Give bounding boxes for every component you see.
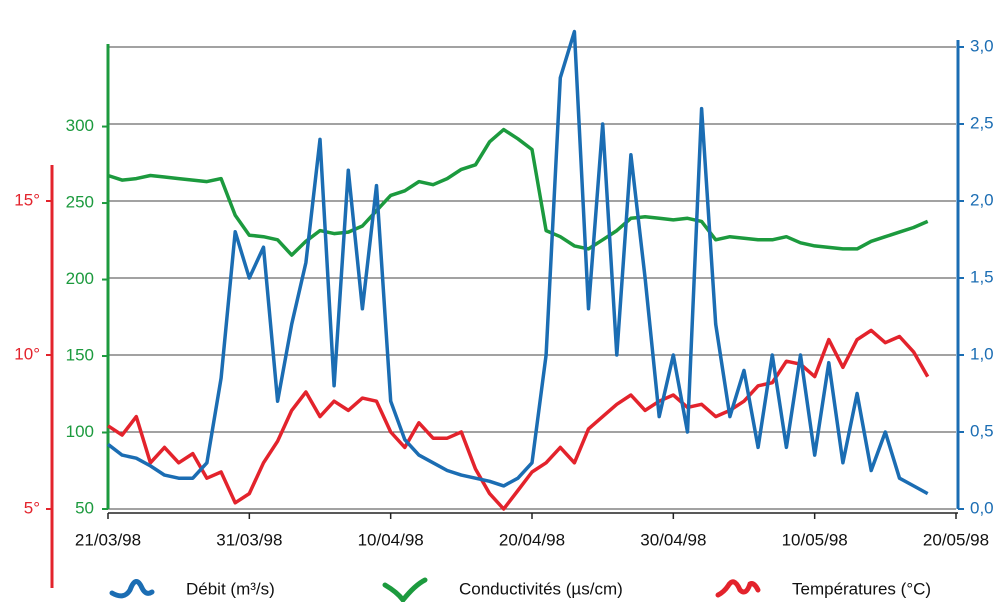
y2-tick-label: 2,5 — [970, 113, 994, 132]
y3-tick-label: 5° — [24, 498, 40, 517]
y3-tick-label: 10° — [14, 344, 40, 363]
y2-tick-label: 2,0 — [970, 190, 994, 209]
x-tick-label: 10/04/98 — [358, 530, 424, 549]
y-tick-label: 100 — [66, 422, 94, 441]
series-line — [107, 328, 930, 511]
y2-tick-label: 1,0 — [970, 344, 994, 363]
x-tick-label: 10/05/98 — [782, 530, 848, 549]
y-tick-label: 50 — [75, 498, 94, 517]
legend-label: Débit (m³/s) — [186, 579, 275, 598]
x-tick-label: 31/03/98 — [216, 530, 282, 549]
legend-label: Températures (°C) — [792, 579, 931, 598]
y2-tick-label: 0,5 — [970, 421, 994, 440]
series-line — [106, 29, 929, 496]
y3-tick-label: 15° — [14, 190, 40, 209]
y-tick-label: 150 — [66, 346, 94, 365]
legend-icon — [715, 579, 761, 598]
y-tick-label: 300 — [66, 116, 94, 135]
x-tick-label: 20/05/98 — [923, 530, 989, 549]
x-tick-label: 20/04/98 — [499, 530, 565, 549]
y2-tick-label: 1,5 — [970, 267, 994, 286]
legend-icon — [382, 577, 428, 602]
x-tick-label: 21/03/98 — [75, 530, 141, 549]
y2-tick-label: 0,0 — [970, 498, 994, 517]
legend-label: Conductivités (µs/cm) — [459, 579, 623, 598]
y-tick-label: 250 — [66, 193, 94, 212]
y2-tick-label: 3,0 — [970, 36, 994, 55]
legend-icon — [109, 579, 155, 599]
y-tick-label: 200 — [66, 269, 94, 288]
x-tick-label: 30/04/98 — [640, 530, 706, 549]
series-line — [107, 127, 929, 257]
